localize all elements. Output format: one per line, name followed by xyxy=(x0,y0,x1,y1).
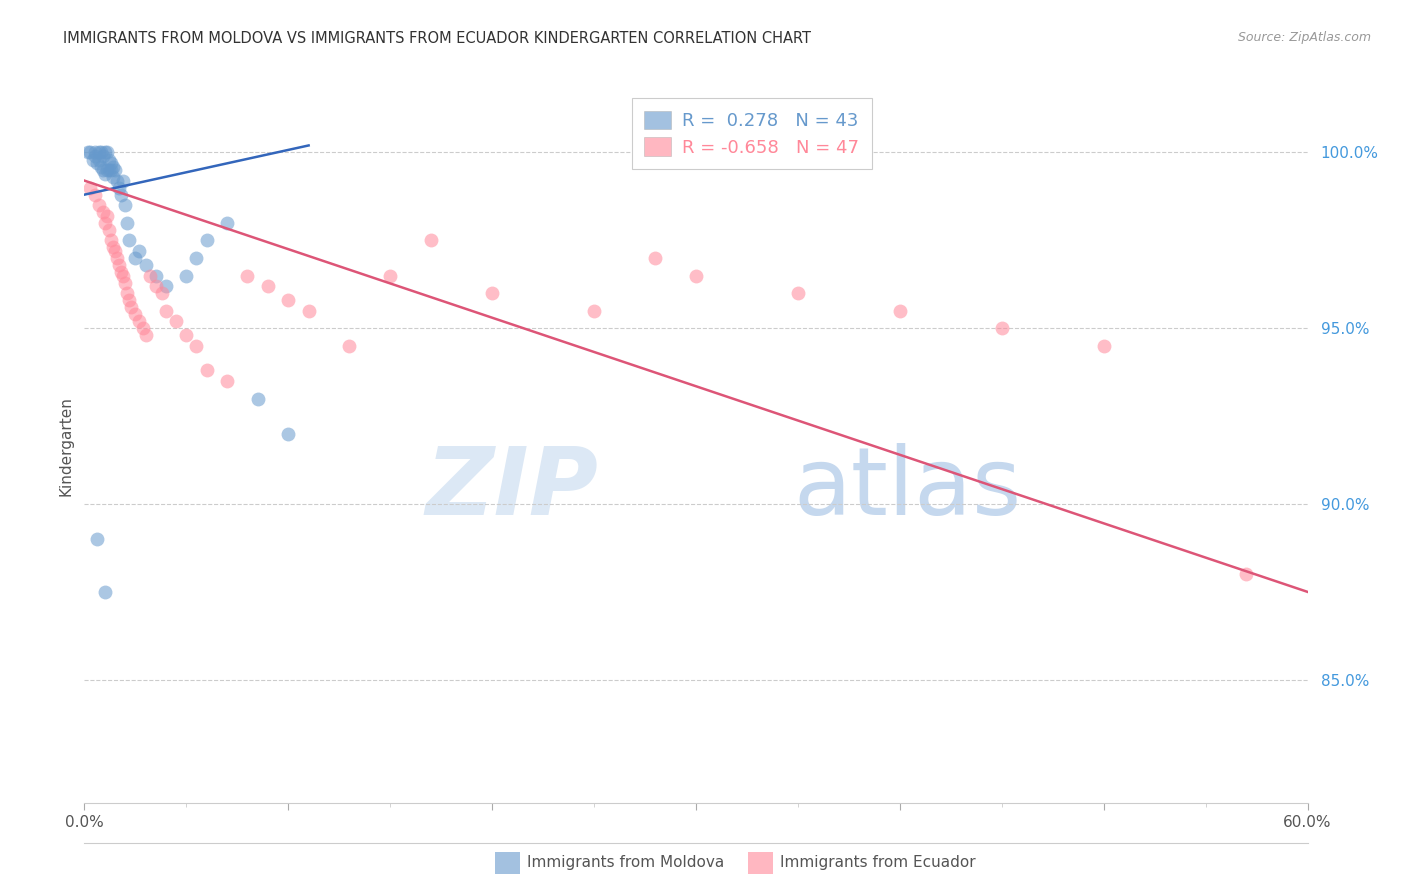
Y-axis label: Kindergarten: Kindergarten xyxy=(58,396,73,496)
Point xyxy=(93,145,115,160)
Point xyxy=(1236,567,1258,582)
Point xyxy=(108,180,131,194)
Point xyxy=(217,216,239,230)
Point xyxy=(135,328,157,343)
Point xyxy=(110,187,132,202)
Point xyxy=(93,167,115,181)
Point xyxy=(97,153,120,167)
Point xyxy=(118,233,141,247)
Point xyxy=(787,286,810,301)
Point xyxy=(277,426,299,441)
Point xyxy=(128,314,150,328)
Point xyxy=(91,149,114,163)
Point xyxy=(339,339,361,353)
Point xyxy=(96,163,118,178)
Point xyxy=(120,300,142,314)
Point xyxy=(77,145,100,160)
Point xyxy=(115,216,138,230)
Point xyxy=(91,205,114,219)
Point xyxy=(186,339,208,353)
Point xyxy=(195,233,218,247)
Point xyxy=(685,268,707,283)
Point xyxy=(104,244,127,258)
Point xyxy=(90,160,112,174)
Point xyxy=(165,314,187,328)
Point xyxy=(91,163,114,178)
Point xyxy=(186,251,208,265)
Text: atlas: atlas xyxy=(794,442,1022,535)
Point xyxy=(93,216,115,230)
Point xyxy=(236,268,259,283)
Point xyxy=(82,153,104,167)
Point xyxy=(101,240,124,254)
Point xyxy=(132,321,155,335)
Point xyxy=(110,265,132,279)
Point xyxy=(380,268,402,283)
Point xyxy=(112,173,135,187)
Point xyxy=(174,328,197,343)
Point xyxy=(195,363,218,377)
Point xyxy=(124,307,146,321)
Point xyxy=(114,198,136,212)
Point xyxy=(889,303,911,318)
Point xyxy=(86,532,108,546)
Point xyxy=(83,187,105,202)
Point xyxy=(86,156,108,170)
Point xyxy=(100,233,122,247)
Point xyxy=(118,293,141,307)
Point xyxy=(96,145,118,160)
Point xyxy=(174,268,197,283)
Text: Source: ZipAtlas.com: Source: ZipAtlas.com xyxy=(1237,31,1371,45)
Legend: R =  0.278   N = 43, R = -0.658   N = 47: R = 0.278 N = 43, R = -0.658 N = 47 xyxy=(631,98,872,169)
Point xyxy=(114,276,136,290)
Point xyxy=(155,279,177,293)
Text: ZIP: ZIP xyxy=(425,442,598,535)
Point xyxy=(96,209,118,223)
Point xyxy=(150,286,173,301)
Point xyxy=(100,163,122,178)
Point xyxy=(100,156,122,170)
Point xyxy=(644,251,666,265)
Point xyxy=(217,374,239,388)
Point xyxy=(257,279,280,293)
Point xyxy=(101,170,124,185)
Point xyxy=(83,149,105,163)
Point xyxy=(112,268,135,283)
Point xyxy=(105,173,128,187)
Point xyxy=(481,286,503,301)
Point xyxy=(155,303,177,318)
Text: Immigrants from Ecuador: Immigrants from Ecuador xyxy=(780,855,976,870)
Point xyxy=(87,198,110,212)
Point xyxy=(115,286,138,301)
Point xyxy=(145,268,167,283)
Point xyxy=(277,293,299,307)
Point xyxy=(105,251,128,265)
Point xyxy=(97,163,120,178)
Text: Immigrants from Moldova: Immigrants from Moldova xyxy=(527,855,724,870)
Point xyxy=(79,145,101,160)
Point xyxy=(420,233,443,247)
Point xyxy=(583,303,606,318)
Point xyxy=(83,145,105,160)
Point xyxy=(87,145,110,160)
Point xyxy=(93,585,115,599)
Point xyxy=(104,163,127,178)
Point xyxy=(97,223,120,237)
Point xyxy=(246,392,269,406)
Point xyxy=(79,180,101,194)
Point xyxy=(138,268,160,283)
Point xyxy=(298,303,321,318)
Text: IMMIGRANTS FROM MOLDOVA VS IMMIGRANTS FROM ECUADOR KINDERGARTEN CORRELATION CHAR: IMMIGRANTS FROM MOLDOVA VS IMMIGRANTS FR… xyxy=(63,31,811,46)
Point xyxy=(145,279,167,293)
Point xyxy=(90,145,112,160)
Point xyxy=(101,160,124,174)
Point xyxy=(128,244,150,258)
Point xyxy=(87,153,110,167)
Point xyxy=(108,258,131,272)
Point xyxy=(124,251,146,265)
Point xyxy=(1092,339,1115,353)
Point xyxy=(135,258,157,272)
Point xyxy=(991,321,1014,335)
